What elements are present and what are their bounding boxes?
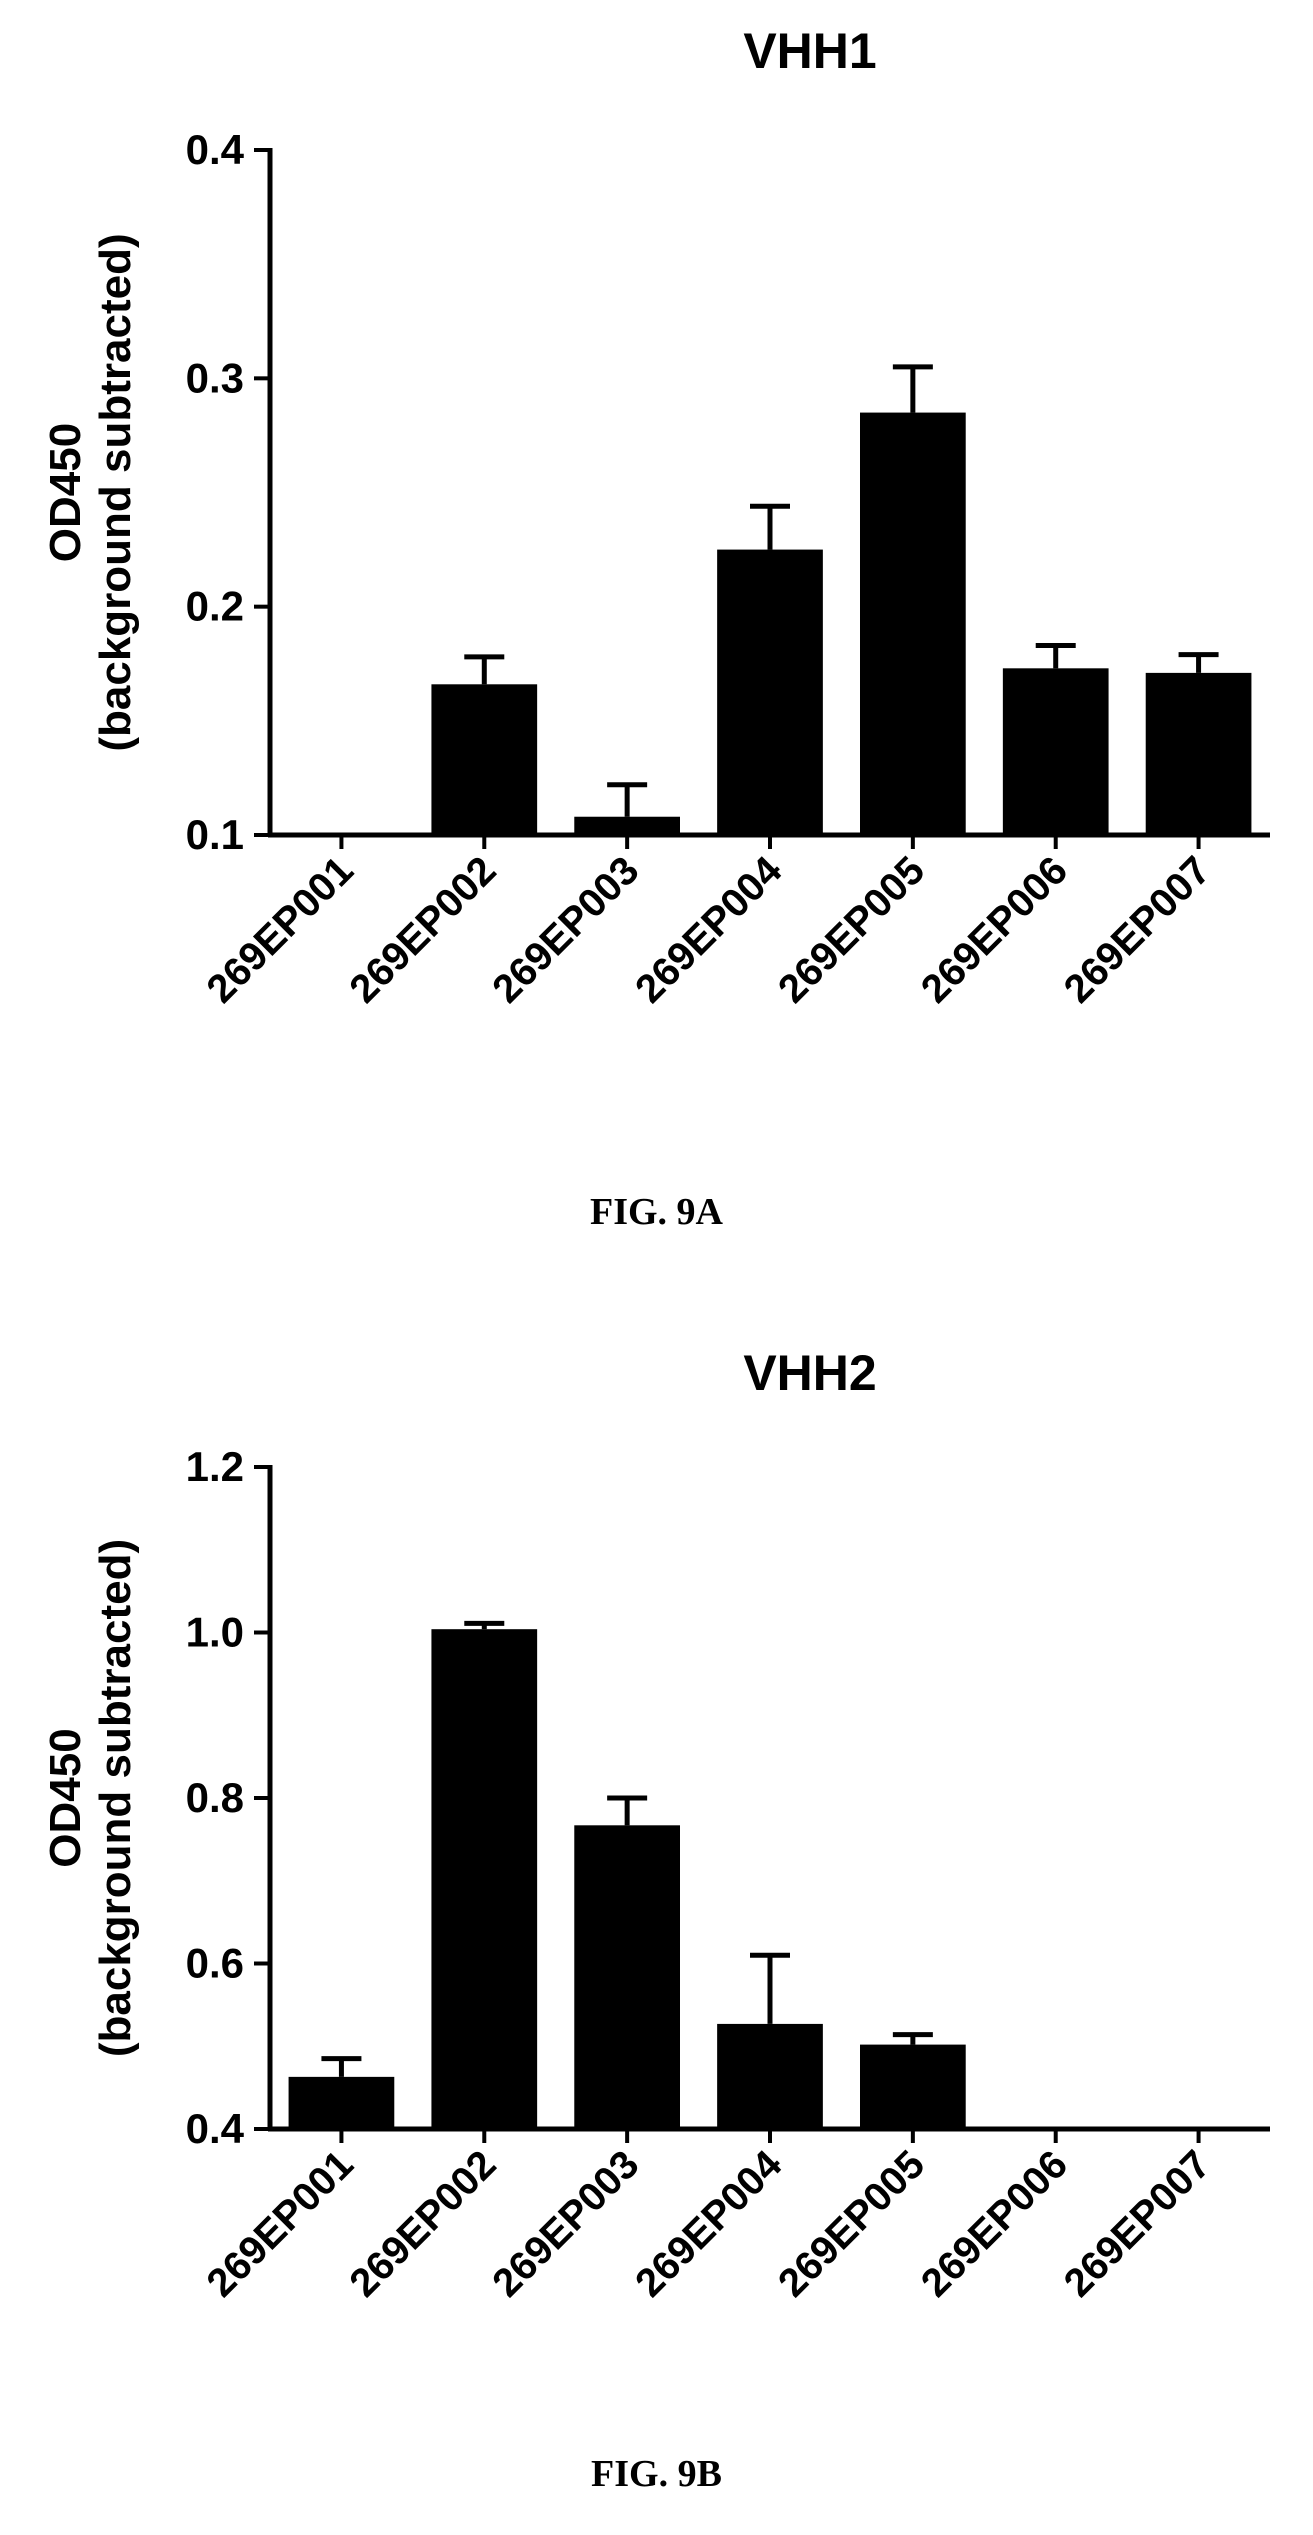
bar — [717, 549, 823, 835]
figure-caption-9a: FIG. 9A — [590, 1191, 723, 1233]
bar — [1002, 668, 1109, 835]
chart-title: VHH1 — [743, 23, 876, 79]
figure-caption-9b: FIG. 9B — [591, 2453, 722, 2495]
bar-chart-vhh1: VHH1 OD450 (background subtracted) 269EP001… — [41, 23, 1270, 1012]
y-tick-label: 0.3 — [186, 354, 244, 401]
y-axis-sublabel: (background subtracted) — [91, 1539, 140, 2057]
y-tick-label: 0.6 — [186, 1940, 244, 1987]
x-tick-label: 269EP001 — [199, 2142, 362, 2305]
chart-title: VHH2 — [743, 1345, 876, 1401]
x-tick-label: 269EP007 — [1056, 2142, 1219, 2305]
y-tick-label: 0.2 — [186, 583, 244, 630]
y-axis-sublabel: (background subtracted) — [91, 233, 140, 751]
bar — [860, 412, 966, 835]
y-tick-label: 1.0 — [186, 1609, 244, 1656]
bar-chart-vhh2: VHH2 OD450 (background subtracted) 269EP001… — [41, 1345, 1270, 2306]
x-tick-label: 269EP006 — [913, 2142, 1076, 2305]
x-tick-label: 269EP002 — [341, 848, 504, 1011]
bar — [574, 1825, 680, 2129]
x-tick-label: 269EP003 — [484, 848, 647, 1011]
y-tick-label: 0.8 — [186, 1774, 244, 1821]
bar — [288, 2076, 395, 2129]
y-axis-label: OD450 — [41, 1728, 90, 1867]
y-tick-label: 1.2 — [186, 1443, 244, 1490]
y-axis-label: OD450 — [41, 423, 90, 562]
bar — [431, 1629, 538, 2129]
bar — [860, 2044, 966, 2129]
bar — [431, 684, 538, 835]
x-tick-label: 269EP003 — [484, 2142, 647, 2305]
y-tick-label: 0.4 — [186, 2105, 245, 2152]
y-tick-label: 0.4 — [186, 126, 245, 173]
x-tick-label: 269EP005 — [770, 2142, 933, 2305]
x-tick-label: 269EP004 — [627, 848, 791, 1012]
x-tick-label: 269EP007 — [1056, 848, 1219, 1011]
bar — [574, 816, 680, 835]
x-tick-label: 269EP005 — [770, 848, 933, 1011]
x-tick-label: 269EP006 — [913, 848, 1076, 1011]
bar — [717, 2023, 823, 2129]
x-tick-label: 269EP004 — [627, 2142, 791, 2306]
y-tick-label: 0.1 — [186, 811, 244, 858]
x-tick-label: 269EP001 — [199, 848, 362, 1011]
bar — [1145, 672, 1252, 835]
x-tick-label: 269EP002 — [341, 2142, 504, 2305]
